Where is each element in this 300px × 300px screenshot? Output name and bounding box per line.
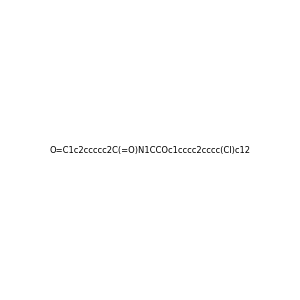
Text: O=C1c2ccccc2C(=O)N1CCOc1cccc2cccc(Cl)c12: O=C1c2ccccc2C(=O)N1CCOc1cccc2cccc(Cl)c12 [50, 146, 250, 154]
